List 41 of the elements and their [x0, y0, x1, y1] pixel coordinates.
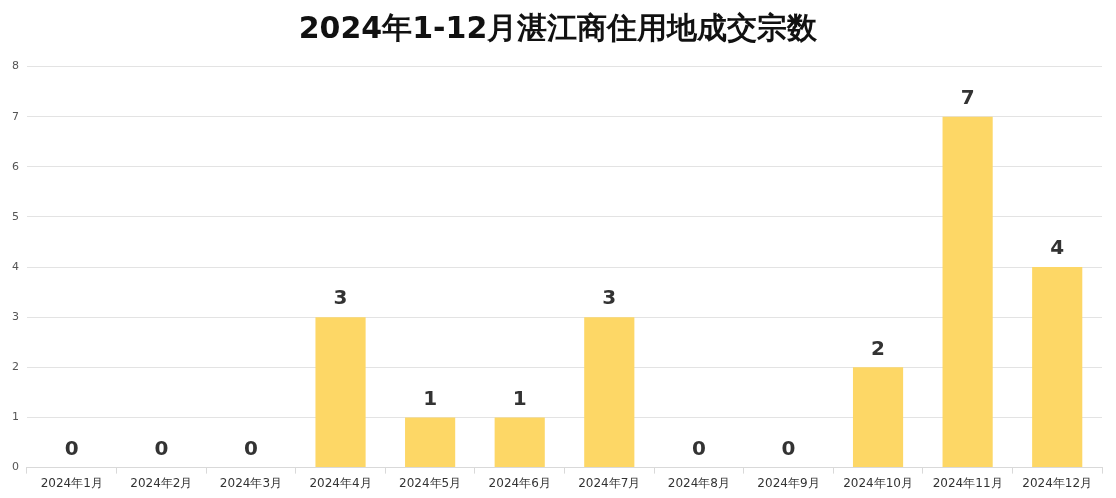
y-tick-label: 8: [12, 59, 19, 73]
bar: [852, 367, 904, 468]
x-tick-label: 2024年3月: [219, 475, 283, 490]
data-label: 0: [64, 435, 79, 460]
y-tick-label: 1: [12, 410, 19, 424]
bar: [494, 417, 545, 468]
data-label: 1: [512, 385, 527, 410]
x-tick-label: 2024年12月: [1022, 475, 1093, 490]
bar: [584, 317, 635, 468]
x-tick-label: 2024年7月: [578, 475, 641, 490]
x-tick-label: 2024年1月: [40, 475, 103, 490]
data-label: 0: [781, 435, 796, 460]
x-tick-label: 2024年10月: [843, 475, 913, 490]
data-label: 1: [423, 385, 438, 410]
x-tick-label: 2024年9月: [757, 475, 820, 490]
chart-title: 2024年1-12月湛江商住用地成交宗数: [297, 9, 819, 47]
data-label: 0: [244, 435, 258, 460]
bar: [1032, 267, 1083, 468]
y-tick-label: 6: [12, 159, 19, 173]
y-tick-label: 2: [12, 360, 19, 374]
data-label: 4: [1050, 235, 1065, 260]
y-tick-label: 0: [12, 460, 19, 474]
y-tick-label: 4: [12, 259, 19, 273]
data-label: 3: [602, 285, 617, 310]
x-tick-label: 2024年6月: [488, 475, 551, 490]
data-label: 2: [871, 335, 885, 360]
x-tick-label: 2024年4月: [309, 475, 372, 490]
y-tick-label: 7: [12, 109, 19, 123]
bar: [315, 317, 366, 468]
data-label: 7: [960, 84, 975, 109]
bar: [942, 116, 993, 468]
data-label: 3: [333, 285, 348, 310]
data-label: 0: [154, 435, 169, 460]
x-tick-label: 2024年5月: [399, 475, 462, 490]
y-tick-label: 3: [12, 310, 19, 324]
data-label: 0: [691, 435, 706, 460]
bar: [405, 417, 456, 468]
x-tick-label: 2024年8月: [667, 475, 730, 490]
x-tick-label: 2024年11月: [932, 475, 1003, 490]
x-tick-label: 2024年2月: [130, 475, 193, 490]
y-tick-label: 5: [12, 209, 19, 223]
